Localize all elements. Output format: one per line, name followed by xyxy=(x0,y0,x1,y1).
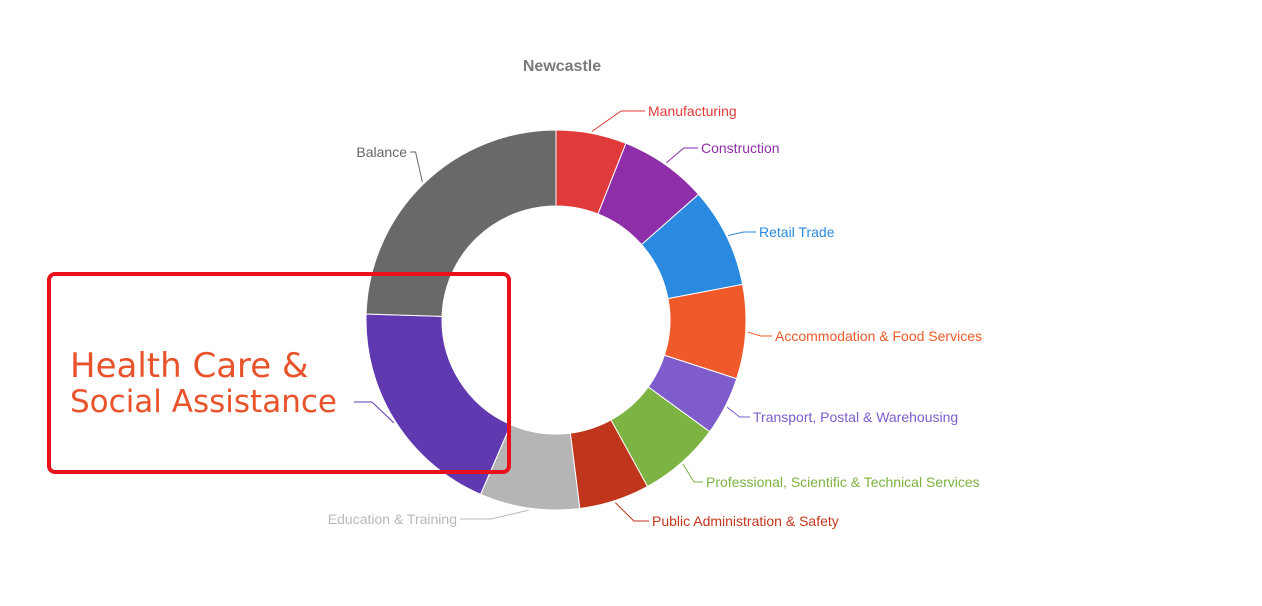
callout-line-1: Health Care & xyxy=(70,346,309,386)
label-public-administration-safety: Public Administration & Safety xyxy=(652,513,839,529)
connector-6 xyxy=(614,502,649,522)
highlight-box xyxy=(47,272,511,474)
label-professional-scientific-technical-services: Professional, Scientific & Technical Ser… xyxy=(706,474,980,490)
connector-4 xyxy=(726,406,750,418)
connector-9 xyxy=(410,151,423,183)
label-manufacturing: Manufacturing xyxy=(648,103,737,119)
connector-7 xyxy=(460,509,530,520)
label-balance: Balance xyxy=(356,144,407,160)
label-education-training: Education & Training xyxy=(328,511,457,527)
connector-1 xyxy=(666,147,698,164)
connector-0 xyxy=(591,110,645,132)
chart-title: Newcastle xyxy=(523,58,601,75)
label-retail-trade: Retail Trade xyxy=(759,224,835,240)
slices-group xyxy=(365,129,747,511)
label-accommodation-food-services: Accommodation & Food Services xyxy=(775,328,982,344)
labels-group: Manufacturing Construction Retail Trade Acc… xyxy=(328,103,982,529)
connector-8 xyxy=(354,401,395,424)
label-construction: Construction xyxy=(701,140,780,156)
label-transport-postal-warehousing: Transport, Postal & Warehousing xyxy=(753,409,958,425)
slice-balance[interactable] xyxy=(365,129,557,317)
callout-line-2: Social Assistance xyxy=(70,384,337,420)
connector-2 xyxy=(728,231,756,237)
connector-3 xyxy=(747,331,772,337)
callout-annotation: Health Care & Social Assistance xyxy=(70,348,337,420)
connector-5 xyxy=(682,463,703,483)
